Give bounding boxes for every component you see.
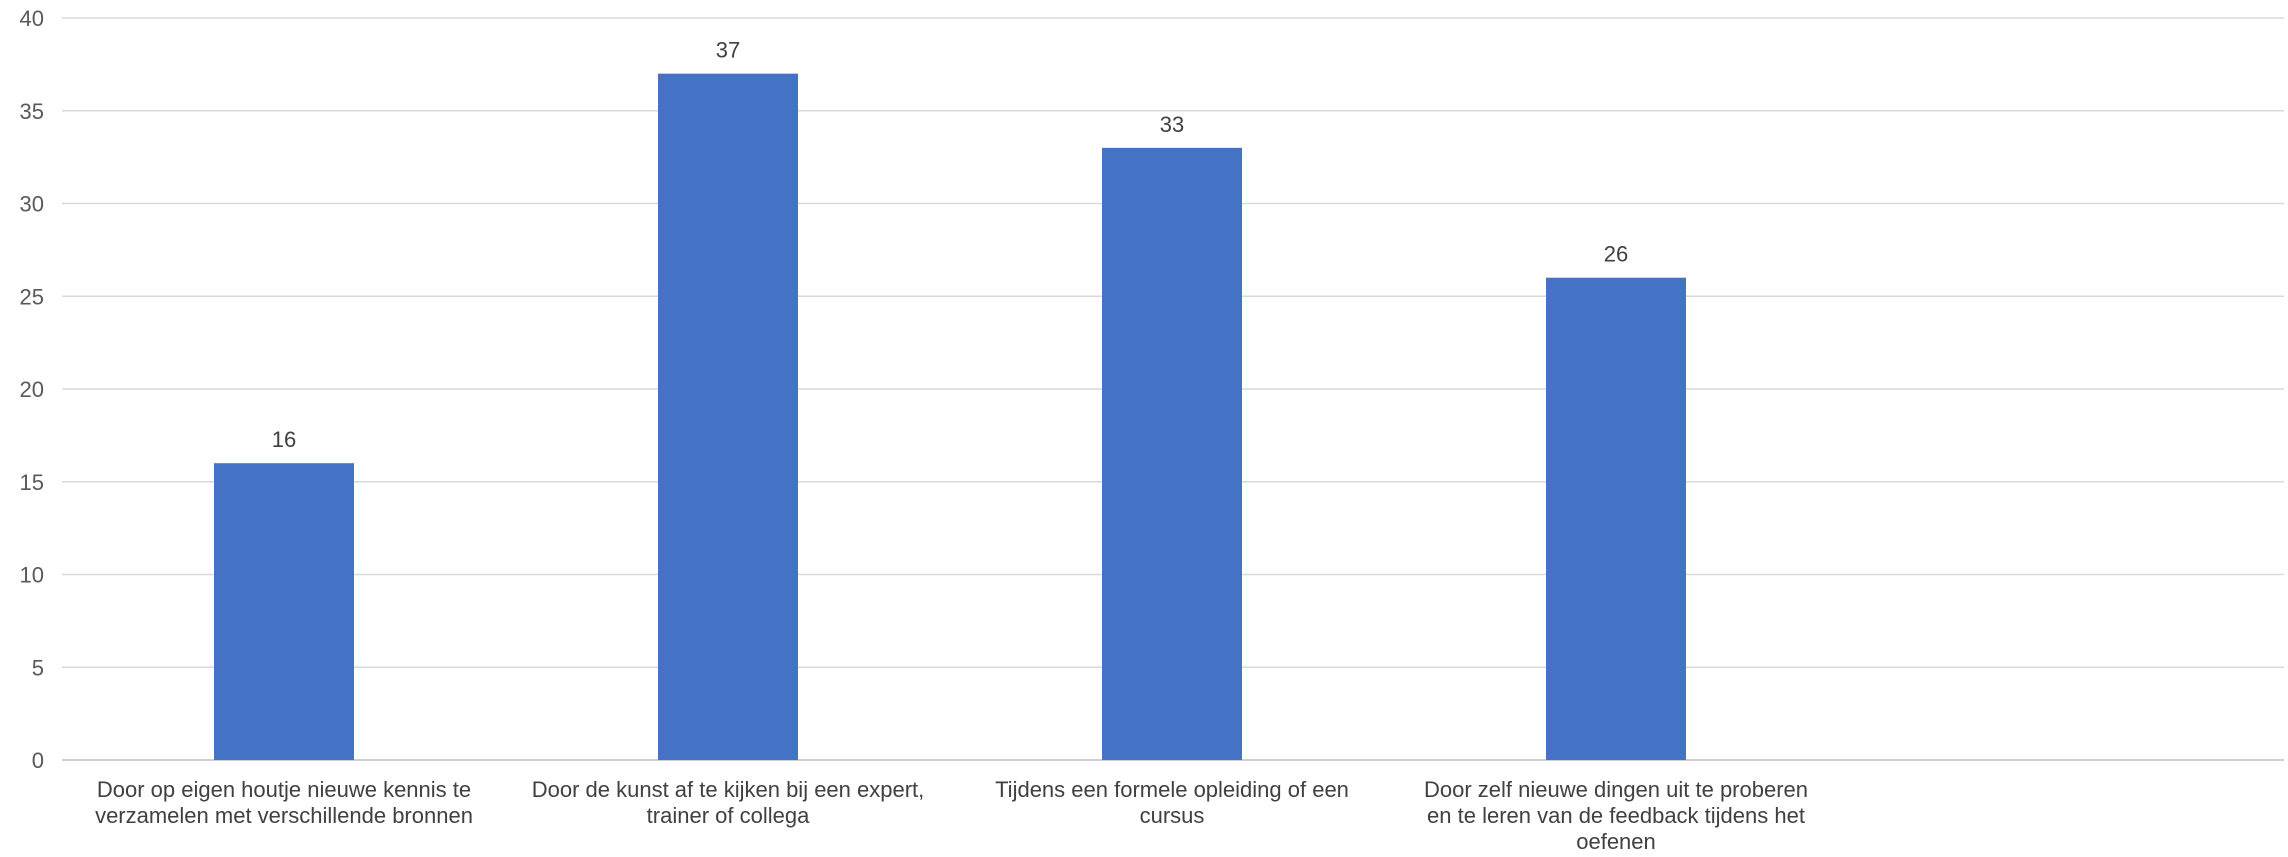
bar bbox=[658, 73, 798, 760]
bar bbox=[1102, 147, 1242, 761]
bar bbox=[1546, 277, 1686, 760]
y-tick-label: 0 bbox=[32, 748, 44, 773]
category-label: Tijdens een formele opleiding of een curs… bbox=[995, 777, 1349, 828]
bar bbox=[214, 463, 354, 760]
y-axis-tick-labels: 0 5 10 15 20 25 30 35 40 bbox=[20, 6, 44, 773]
category-label: Door op eigen houtje nieuwe kennis te ver… bbox=[95, 777, 473, 828]
y-tick-label: 35 bbox=[20, 99, 44, 124]
data-label: 16 bbox=[272, 427, 296, 452]
data-label: 33 bbox=[1160, 112, 1184, 137]
data-labels: 16 37 33 26 bbox=[272, 38, 1628, 453]
data-label: 37 bbox=[716, 38, 740, 63]
y-tick-label: 25 bbox=[20, 284, 44, 309]
y-tick-label: 20 bbox=[20, 377, 44, 402]
category-label: Door de kunst af te kijken bij een exper… bbox=[532, 777, 925, 828]
data-label: 26 bbox=[1604, 242, 1628, 267]
y-tick-label: 10 bbox=[20, 563, 44, 588]
y-tick-label: 40 bbox=[20, 6, 44, 31]
y-tick-label: 15 bbox=[20, 470, 44, 495]
bars bbox=[214, 73, 1686, 761]
x-axis-category-labels: Door op eigen houtje nieuwe kennis te ver… bbox=[95, 777, 1808, 854]
category-label: Door zelf nieuwe dingen uit te proberen e… bbox=[1424, 777, 1808, 854]
y-tick-label: 30 bbox=[20, 192, 44, 217]
y-tick-label: 5 bbox=[32, 655, 44, 680]
